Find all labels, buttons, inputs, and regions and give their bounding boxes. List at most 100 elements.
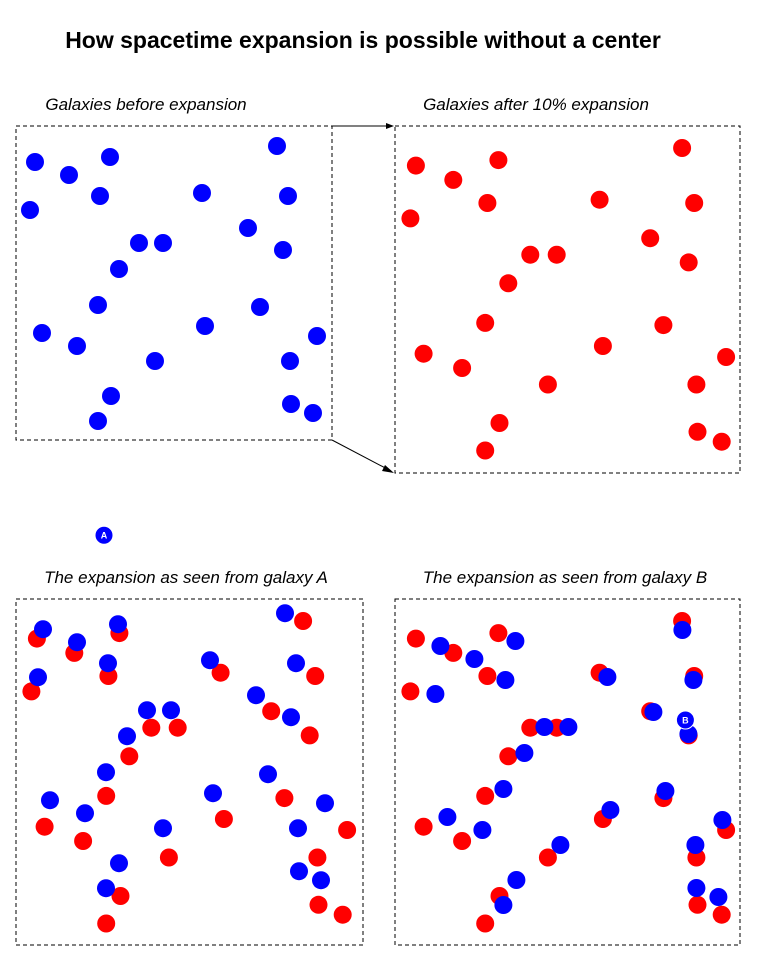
galaxy-original — [684, 671, 703, 689]
galaxy-original — [76, 804, 94, 823]
galaxy-before — [274, 241, 292, 259]
galaxy-expanded — [309, 895, 328, 914]
galaxy-expanded — [97, 786, 116, 805]
galaxy-after — [414, 344, 433, 363]
galaxy-after — [687, 375, 706, 394]
galaxy-before — [89, 412, 107, 430]
galaxy-original — [118, 727, 136, 746]
galaxy-expanded — [159, 848, 178, 867]
galaxy-original — [601, 801, 620, 819]
galaxy-expanded — [414, 817, 433, 836]
galaxy-before — [279, 187, 297, 205]
galaxy-expanded — [300, 726, 319, 745]
galaxy-original — [110, 854, 128, 873]
galaxy-after — [547, 245, 566, 264]
galaxy-original — [247, 686, 265, 705]
galaxy-original — [316, 794, 334, 813]
galaxy-before — [130, 234, 148, 252]
galaxy-after — [401, 209, 420, 228]
galaxy-original — [289, 819, 307, 838]
galaxy-original — [473, 821, 492, 839]
galaxy-expanded — [338, 821, 357, 839]
galaxy-expanded — [333, 905, 352, 924]
galaxy-before — [60, 166, 78, 184]
galaxy-after — [538, 375, 557, 394]
galaxy-original — [259, 765, 277, 784]
galaxy-expanded — [499, 747, 518, 766]
galaxy-after — [499, 274, 518, 293]
galaxy-expanded — [308, 848, 327, 867]
galaxy-expanded — [99, 667, 118, 685]
galaxy-original — [68, 633, 86, 652]
galaxy-original — [465, 650, 484, 668]
panel-before-galaxies — [21, 137, 326, 430]
galaxy-original — [41, 791, 59, 810]
galaxy-original — [162, 701, 180, 720]
galaxy-after — [476, 441, 495, 460]
galaxy-expanded — [521, 718, 540, 737]
galaxy-after — [590, 190, 609, 209]
galaxy-before — [110, 260, 128, 278]
galaxy-expanded — [22, 682, 41, 701]
panel-after-galaxies — [401, 139, 736, 460]
galaxy-original — [559, 718, 578, 736]
galaxy-expanded — [214, 810, 233, 828]
galaxy-before — [281, 352, 299, 370]
galaxy-after — [444, 170, 463, 189]
panel-from-b-galaxies: B — [401, 612, 736, 933]
galaxy-after — [476, 313, 495, 332]
galaxy-before — [21, 201, 39, 219]
galaxy-original — [551, 836, 570, 854]
galaxy-before — [68, 337, 86, 355]
galaxy-expanded — [453, 832, 472, 850]
galaxy-original — [686, 836, 705, 854]
galaxy-a — [94, 525, 114, 545]
galaxy-original — [515, 744, 534, 762]
galaxy-original — [97, 879, 115, 898]
galaxy-expanded — [712, 905, 731, 924]
galaxy-original — [204, 784, 222, 803]
galaxy-before — [102, 387, 120, 405]
galaxy-expanded — [538, 848, 557, 867]
galaxy-original — [598, 668, 617, 686]
galaxy-original — [29, 668, 47, 687]
galaxy-expanded — [406, 629, 425, 648]
galaxy-after — [679, 253, 698, 272]
galaxy-original — [282, 708, 300, 727]
galaxy-after — [717, 348, 736, 366]
galaxy-before — [193, 184, 211, 202]
galaxy-after — [712, 432, 731, 451]
galaxy-after — [489, 151, 508, 170]
galaxy-original — [506, 632, 525, 650]
galaxy-original — [138, 701, 156, 720]
galaxy-after — [641, 229, 660, 248]
galaxy-original — [109, 615, 127, 634]
galaxy-original — [287, 654, 305, 673]
galaxy-expanded — [142, 718, 161, 737]
galaxy-before — [154, 234, 172, 252]
galaxy-expanded — [478, 667, 497, 685]
galaxy-expanded — [275, 789, 294, 808]
galaxy-before — [251, 298, 269, 316]
galaxy-original — [507, 871, 526, 889]
galaxy-expanded — [211, 663, 230, 682]
galaxy-original — [656, 782, 675, 800]
galaxy-original — [713, 811, 732, 829]
galaxy-original — [431, 637, 450, 655]
panel-before-frame — [15, 125, 333, 441]
galaxy-original — [494, 780, 513, 798]
galaxy-after — [406, 156, 425, 175]
galaxy-before — [196, 317, 214, 335]
galaxy-before — [26, 153, 44, 171]
galaxy-expanded — [262, 702, 281, 721]
galaxy-original — [154, 819, 172, 838]
panel-from-b-title: The expansion as seen from galaxy B — [423, 568, 707, 587]
expansion-arrow-bottom — [331, 439, 394, 473]
galaxy-after — [453, 359, 472, 377]
galaxy-original — [644, 703, 663, 721]
figure-title: How spacetime expansion is possible with… — [65, 27, 661, 53]
galaxy-before — [33, 324, 51, 342]
galaxy-before — [282, 395, 300, 413]
galaxy-before — [239, 219, 257, 237]
